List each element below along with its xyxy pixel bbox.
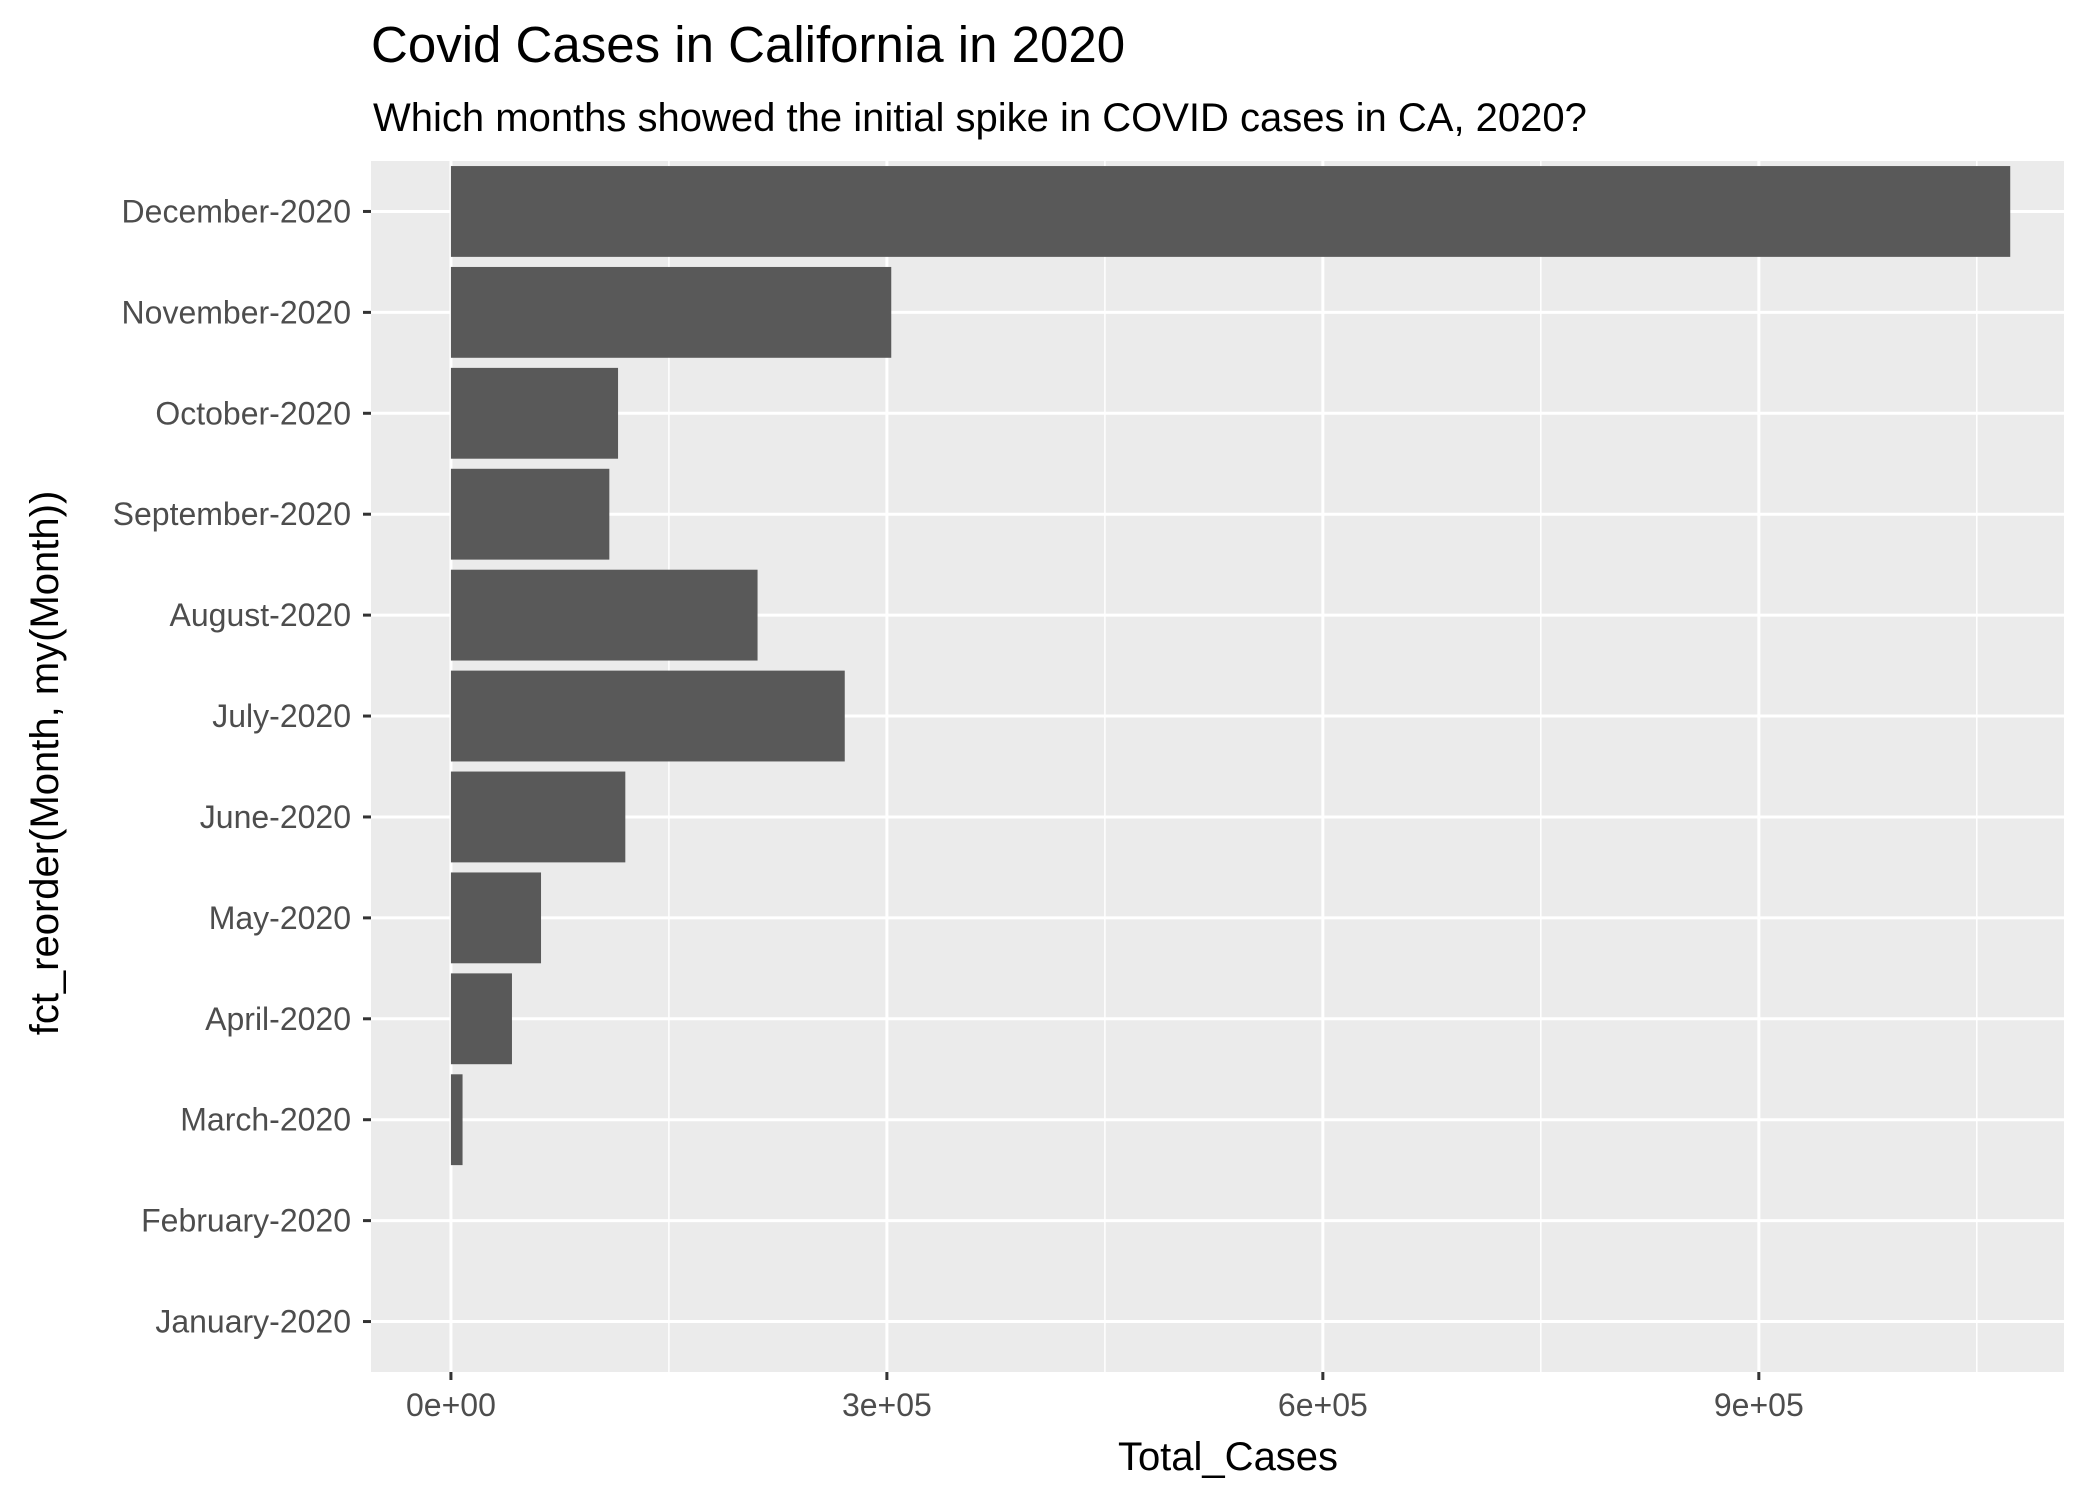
y-tick-label: April-2020 bbox=[205, 1001, 351, 1037]
x-tick-label: 6e+05 bbox=[1278, 1387, 1368, 1423]
bar-june-2020 bbox=[450, 771, 626, 863]
bar-march-2020 bbox=[450, 1074, 463, 1166]
chart-subtitle: Which months showed the initial spike in… bbox=[373, 96, 1587, 140]
x-tick-label: 3e+05 bbox=[842, 1387, 932, 1423]
y-tick-label: December-2020 bbox=[122, 193, 351, 229]
chart-title: Covid Cases in California in 2020 bbox=[371, 16, 1125, 73]
panel-background bbox=[371, 161, 2064, 1372]
bar-september-2020 bbox=[450, 468, 610, 560]
y-tick-label: July-2020 bbox=[212, 698, 351, 734]
bar-april-2020 bbox=[450, 973, 512, 1065]
y-tick-label: August-2020 bbox=[170, 597, 351, 633]
y-tick-label: June-2020 bbox=[200, 799, 351, 835]
y-tick-label: May-2020 bbox=[209, 900, 351, 936]
x-tick-label: 9e+05 bbox=[1714, 1387, 1804, 1423]
y-axis-title: fct_reorder(Month, my(Month)) bbox=[23, 491, 67, 1036]
y-tick-label: March-2020 bbox=[180, 1102, 351, 1138]
y-tick-label: January-2020 bbox=[155, 1304, 351, 1340]
bar-october-2020 bbox=[450, 367, 619, 459]
bar-may-2020 bbox=[450, 872, 542, 964]
x-tick-label: 0e+00 bbox=[406, 1387, 496, 1423]
plot-panel: January-2020 February-2020 March-2020 April… bbox=[113, 161, 2064, 1423]
y-tick-label: September-2020 bbox=[113, 496, 351, 532]
bar-december-2020 bbox=[450, 166, 2011, 257]
x-axis-title: Total_Cases bbox=[1118, 1435, 1338, 1479]
bar-july-2020 bbox=[450, 670, 845, 762]
y-tick-label: November-2020 bbox=[122, 294, 351, 330]
bar-august-2020 bbox=[450, 569, 758, 661]
y-tick-label: October-2020 bbox=[155, 395, 351, 431]
bar-november-2020 bbox=[450, 266, 892, 358]
y-tick-label: February-2020 bbox=[141, 1203, 351, 1239]
